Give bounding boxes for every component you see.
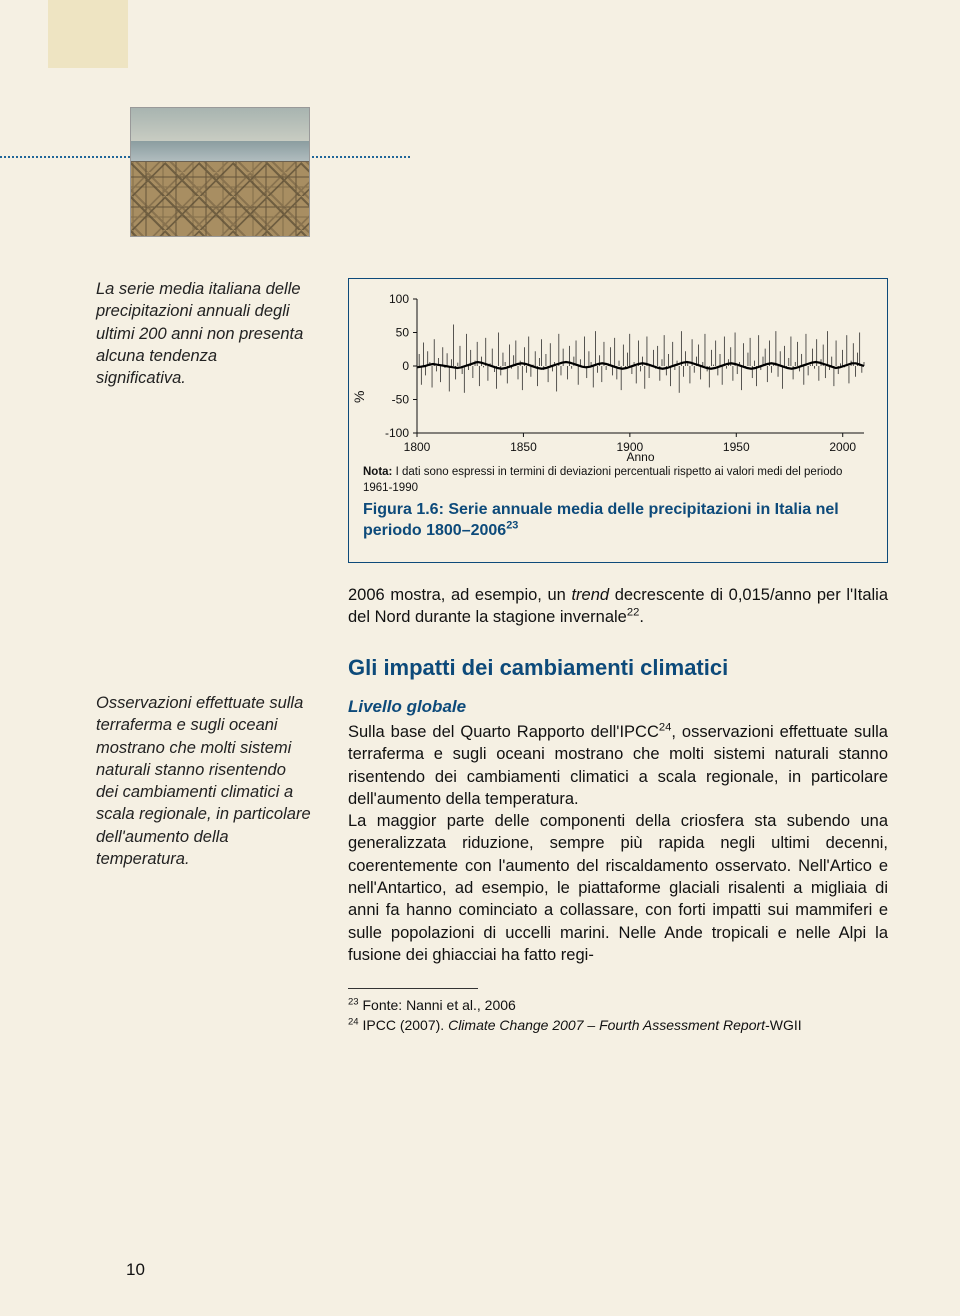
svg-text:0: 0: [402, 359, 409, 373]
paragraph-body-2: La maggior parte delle componenti della …: [348, 810, 888, 966]
main-text: 2006 mostra, ad esempio, un trend decres…: [348, 584, 888, 1036]
paragraph-body-1: Sulla base del Quarto Rapporto dell'IPCC…: [348, 721, 888, 810]
left-caption: La serie media italiana delle precipitaz…: [96, 278, 311, 389]
footnotes: 23 Fonte: Nanni et al., 2006 24 IPCC (20…: [348, 995, 888, 1036]
chart-note: Nota: I dati sono espressi in termini di…: [363, 465, 873, 496]
svg-text:50: 50: [396, 326, 410, 340]
svg-text:-100: -100: [385, 426, 409, 440]
drought-photo: [130, 107, 310, 237]
chart-title: Figura 1.6: Serie annuale media delle pr…: [363, 500, 873, 542]
svg-text:Anno: Anno: [626, 450, 654, 463]
chart-panel: % -100-5005010018001850190019502000Anno …: [348, 278, 888, 563]
svg-text:1800: 1800: [404, 440, 431, 454]
svg-text:1950: 1950: [723, 440, 750, 454]
page-tab: [48, 0, 128, 68]
svg-text:2000: 2000: [829, 440, 856, 454]
paragraph-trend: 2006 mostra, ad esempio, un trend decres…: [348, 584, 888, 629]
svg-text:100: 100: [389, 293, 409, 306]
y-axis-label: %: [351, 391, 367, 403]
sub-heading: Livello globale: [348, 696, 888, 719]
precipitation-chart: -100-5005010018001850190019502000Anno: [375, 293, 870, 463]
svg-text:-50: -50: [392, 393, 410, 407]
section-heading: Gli impatti dei cambiamenti climatici: [348, 653, 888, 683]
page-number: 10: [126, 1260, 145, 1280]
sidebar-note: Osservazioni effettuate sulla terraferma…: [96, 692, 311, 870]
svg-text:1850: 1850: [510, 440, 537, 454]
footnote-rule: [348, 988, 478, 989]
